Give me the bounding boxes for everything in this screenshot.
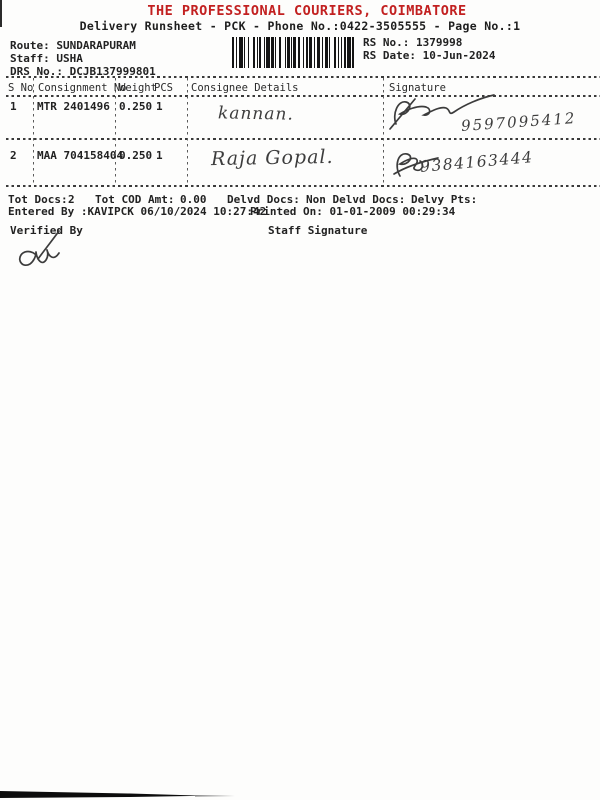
tot-cod-amt-label: Tot COD Amt: [95, 193, 175, 206]
route-label: Route: [10, 39, 50, 52]
row1-pcs: 1 [156, 100, 163, 113]
rs-date-value: 10-Jun-2024 [422, 49, 496, 62]
rs-no-value: 1379998 [415, 36, 463, 49]
divider-row1 [6, 138, 600, 140]
row2-sno: 2 [10, 149, 17, 162]
drs-no-line: DRS No.: DCJB137999801 [10, 65, 156, 78]
rs-no-label: RS No.: [363, 36, 410, 49]
col-header-consignee: Consignee Details [191, 82, 299, 94]
staff-value: USHA [56, 52, 83, 65]
divider-header [6, 95, 600, 97]
row2-weight: 0.250 [119, 149, 153, 162]
route-value: SUNDARAPURAM [56, 39, 136, 52]
verified-by-signature-scribble [18, 230, 60, 266]
delvy-pts-label: Delvy Pts: [411, 193, 478, 206]
route-line: Route: SUNDARAPURAM [10, 39, 136, 52]
drs-no-label: DRS No.: [10, 65, 63, 78]
row1-weight: 0.250 [119, 100, 153, 113]
tot-docs-value: 2 [68, 193, 75, 206]
col-header-signature: Signature [389, 82, 446, 94]
row1-signature-scribble [389, 94, 495, 130]
divider-row2 [6, 185, 600, 187]
non-delvd-docs-label: Non Delvd Docs: [306, 193, 406, 206]
verified-by-label: Verified By [10, 224, 83, 237]
rs-date-line: RS Date: 10-Jun-2024 [363, 49, 495, 62]
col-header-consignment: Consignment No [38, 82, 127, 94]
delvd-docs-label: Delvd Docs: [227, 193, 300, 206]
row2-consignee-handwriting: Raja Gopal. [210, 145, 334, 171]
page-subtitle: Delivery Runsheet - PCK - Phone No.:0422… [79, 19, 521, 33]
rs-date-label: RS Date: [363, 49, 416, 62]
tot-docs-label: Tot Docs: [8, 193, 68, 206]
staff-label: Staff: [10, 52, 50, 65]
scan-artifact-bottom-edge [0, 791, 235, 798]
rs-no-line: RS No.: 1379998 [363, 36, 462, 49]
col-header-pcs: PCS [154, 82, 173, 94]
row2-consignment-no: MAA 704158404 [37, 149, 124, 162]
staff-signature-label: Staff Signature [268, 224, 368, 237]
scan-artifact-top-left [0, 0, 2, 27]
printed-on-line: Printed On: 01-01-2009 00:29:34 [250, 205, 456, 218]
col-header-weight: Weight [119, 82, 157, 94]
col-separator-1 [33, 78, 35, 185]
col-separator-4 [383, 78, 385, 185]
row1-sno: 1 [10, 100, 17, 113]
tot-cod-amt-value: 0.00 [180, 193, 207, 206]
entered-by-line: Entered By :KAVIPCK 06/10/2024 10:27:42 [8, 205, 267, 218]
row2-pcs: 1 [156, 149, 163, 162]
col-header-sno: S No [8, 82, 34, 94]
barcode-icon [232, 37, 356, 68]
divider-top [6, 76, 600, 78]
page-title: THE PROFESSIONAL COURIERS, COIMBATORE [147, 3, 467, 19]
col-separator-2 [115, 78, 117, 185]
row1-consignment-no: MTR 2401496 [37, 100, 110, 113]
row2-signature-scribble [393, 153, 439, 177]
staff-line: Staff: USHA [10, 52, 83, 65]
col-separator-3 [187, 78, 189, 185]
row1-consignee-handwriting: kannan. [217, 103, 294, 125]
drs-no-value: DCJB137999801 [69, 65, 156, 78]
